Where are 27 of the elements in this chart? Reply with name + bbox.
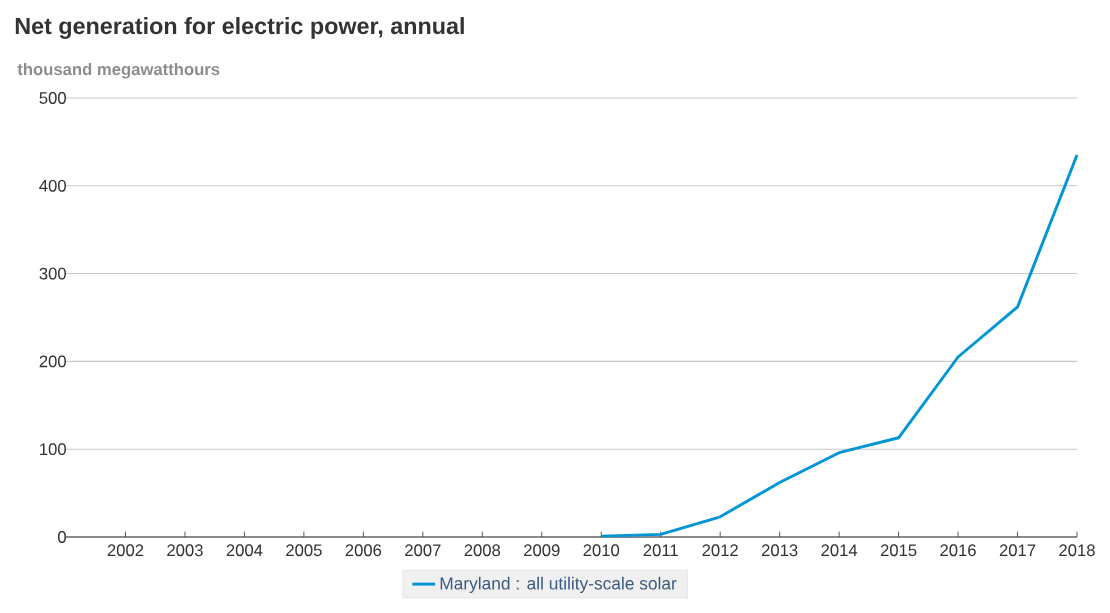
- y-tick-label: 300: [39, 267, 66, 280]
- x-tick-label: 2008: [464, 544, 501, 557]
- x-tick-label: 2014: [821, 544, 858, 557]
- y-tick-label: 400: [39, 179, 66, 192]
- y-axis-title: thousand megawatthours: [17, 62, 220, 79]
- x-tick-label: 2009: [524, 544, 560, 557]
- x-tick-label: 2017: [999, 544, 1036, 557]
- x-tick-label: 2012: [702, 544, 738, 557]
- legend-label: Maryland : all utility-scale solar: [440, 576, 677, 593]
- x-tick-label: 2007: [405, 544, 441, 557]
- x-tick-label: 2002: [107, 544, 144, 557]
- y-tick-label: 100: [40, 443, 66, 456]
- line-series: [599, 153, 1079, 538]
- x-tick-label: 2018: [1059, 544, 1095, 557]
- y-tick-label: 0: [58, 531, 66, 543]
- x-tick-label: 2010: [583, 544, 620, 557]
- x-tick-label: 2006: [345, 544, 382, 557]
- x-tick-label: 2013: [761, 544, 798, 557]
- y-tick-label: 500: [39, 92, 66, 104]
- chart-title: Net generation for electric power, annual: [15, 17, 464, 39]
- x-tick-label: 2015: [880, 544, 917, 557]
- x-tick-label: 2003: [167, 544, 203, 557]
- x-tick-label: 2016: [940, 544, 976, 557]
- x-tick-label: 2011: [643, 544, 678, 557]
- y-tick-label: 200: [39, 355, 66, 368]
- x-tick-label: 2004: [226, 544, 263, 557]
- x-tick-label: 2005: [286, 544, 322, 557]
